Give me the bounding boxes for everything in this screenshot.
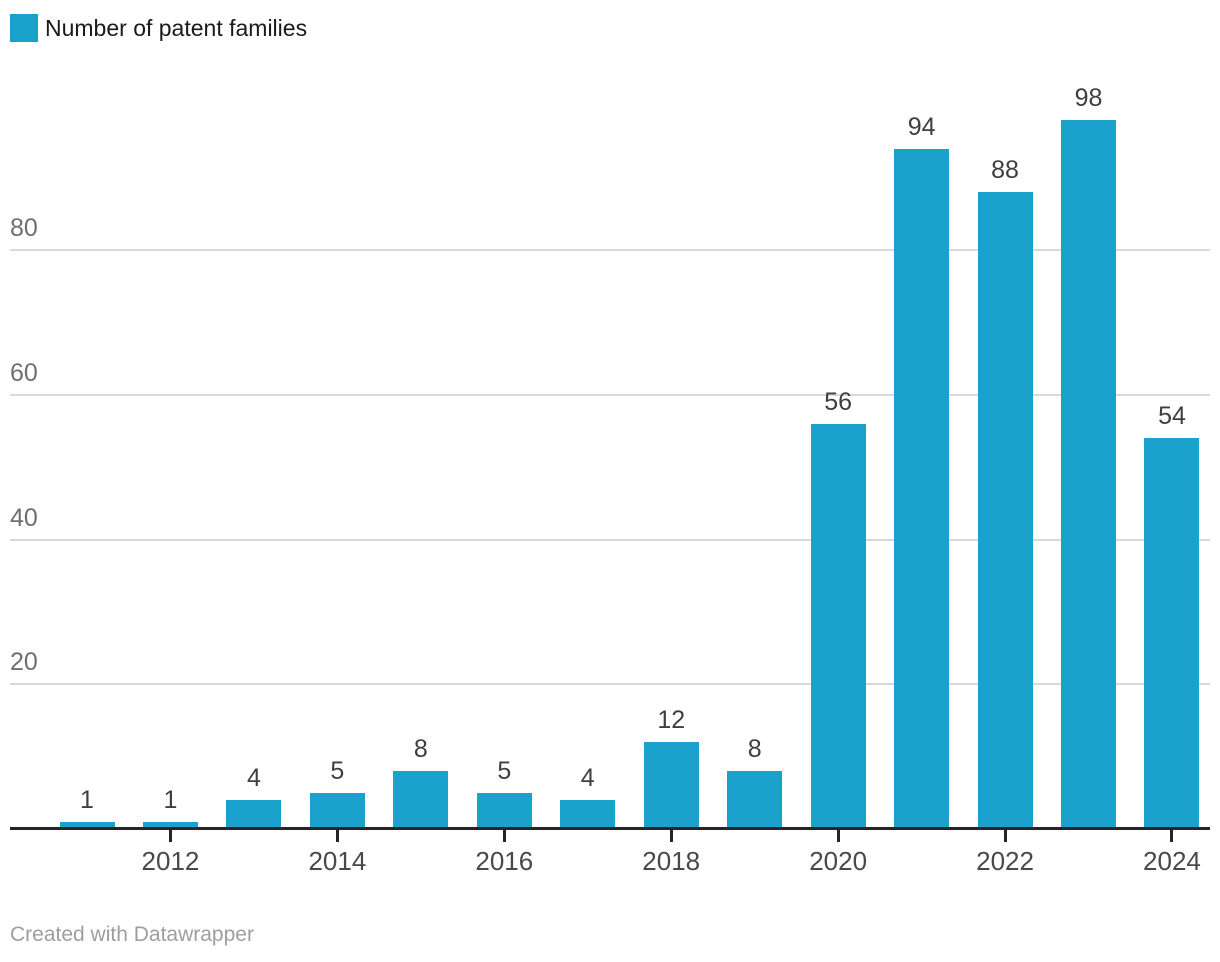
legend: Number of patent families	[10, 14, 307, 42]
bar-2023	[1061, 120, 1117, 829]
x-axis-line	[10, 827, 1210, 830]
bar-2014	[309, 793, 365, 829]
x-axis-tick-2012	[168, 830, 172, 842]
gridline-60	[10, 393, 1210, 396]
value-label-2022: 88	[991, 156, 1019, 184]
bar-2016	[476, 793, 532, 829]
legend-label: Number of patent families	[45, 15, 308, 41]
y-axis-label-40: 40	[10, 503, 38, 532]
bar-2021	[894, 149, 950, 829]
gridline-40	[10, 538, 1210, 541]
value-label-2016: 5	[497, 757, 512, 785]
gridline-20	[10, 683, 1210, 686]
value-label-2023: 98	[1074, 84, 1103, 112]
datawrapper-attribution-link[interactable]: Created with Datawrapper	[10, 923, 254, 946]
x-axis-tick-2018	[669, 830, 673, 842]
value-label-2019: 8	[747, 735, 762, 763]
x-axis-label-2012: 2012	[141, 846, 200, 876]
x-axis-tick-2016	[502, 830, 506, 842]
bar-2013	[226, 800, 282, 829]
value-label-2011: 1	[80, 786, 94, 814]
value-label-2015: 8	[413, 735, 428, 763]
bar-2022	[977, 192, 1033, 829]
value-label-2018: 12	[657, 706, 686, 734]
bar-2012	[142, 822, 198, 829]
value-label-2021: 94	[907, 113, 936, 141]
x-axis-tick-2014	[335, 830, 339, 842]
y-axis-label-80: 80	[10, 214, 38, 243]
value-label-2024: 54	[1158, 402, 1186, 430]
legend-color-swatch	[10, 14, 38, 42]
x-axis-tick-2024	[1170, 830, 1174, 842]
x-axis-label-2014: 2014	[308, 846, 367, 876]
bar-2017	[560, 800, 616, 829]
x-axis-tick-2022	[1003, 830, 1007, 842]
x-axis-label-2020: 2020	[809, 846, 868, 876]
gridline-80	[10, 249, 1210, 252]
value-label-2017: 4	[580, 764, 595, 792]
y-axis-label-20: 20	[10, 648, 38, 677]
x-axis-label-2022: 2022	[976, 846, 1034, 876]
value-label-2013: 4	[246, 764, 261, 792]
bar-2019	[727, 771, 783, 829]
x-axis-tick-2020	[836, 830, 840, 842]
bar-2011	[59, 822, 115, 829]
bar-2015	[393, 771, 449, 829]
x-axis-label-2024: 2024	[1143, 846, 1201, 876]
value-label-2012: 1	[163, 786, 178, 814]
bar-2024	[1144, 438, 1200, 829]
x-axis-label-2018: 2018	[642, 846, 701, 876]
x-axis-label-2016: 2016	[475, 846, 534, 876]
y-axis-label-60: 60	[10, 358, 38, 387]
value-label-2014: 5	[330, 757, 345, 785]
bar-2020	[810, 424, 866, 829]
value-label-2020: 56	[824, 388, 853, 416]
bar-2018	[643, 742, 699, 829]
